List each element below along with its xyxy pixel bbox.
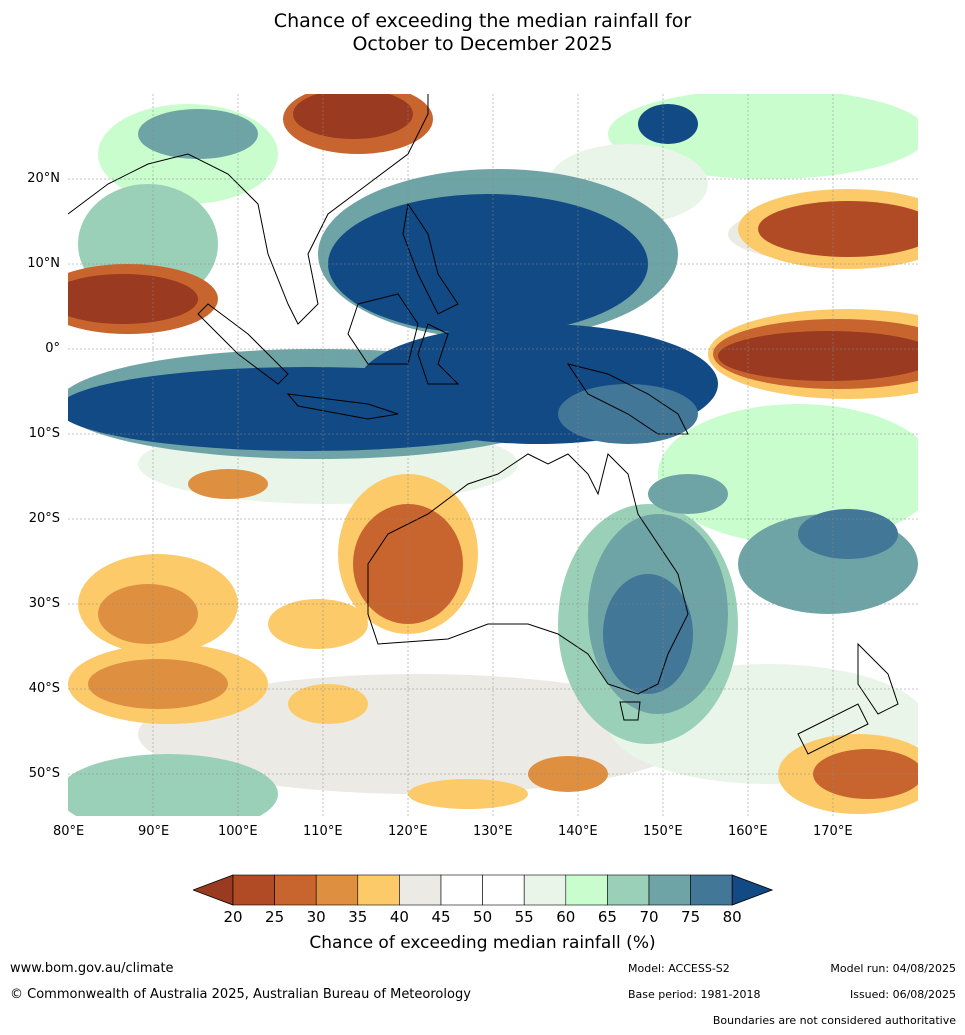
lon-label-90e: 90°E [138, 824, 170, 839]
title-line-1: Chance of exceeding the median rainfall … [273, 10, 692, 32]
boundaries-disclaimer: Boundaries are not considered authoritat… [712, 1014, 956, 1027]
rainfall-map [68, 94, 918, 816]
colorbar-tick-label: 45 [431, 908, 451, 926]
colorbar-cell [274, 874, 317, 906]
dry-regions [68, 94, 918, 814]
colorbar-cells [193, 874, 774, 906]
tasmania-coast [619, 701, 641, 721]
map-title: Chance of exceeding the median rainfall … [0, 10, 965, 56]
philippines-coast [402, 202, 459, 315]
lon-label-110e: 110°E [303, 824, 343, 839]
lon-label-120e: 120°E [388, 824, 428, 839]
colorbar-tick-label: 80 [722, 908, 742, 926]
colorbar-tick-label: 70 [639, 908, 659, 926]
colorbar-cell [565, 874, 608, 906]
base-period: Base period: 1981-2018 [628, 988, 761, 1001]
legend-colorbar [193, 874, 774, 906]
legend-title: Chance of exceeding median rainfall (%) [309, 933, 656, 953]
lat-label-20n: 20°N [27, 171, 60, 186]
title-line-2: October to December 2025 [352, 33, 613, 55]
lon-label-140e: 140°E [558, 824, 598, 839]
lon-label-130e: 130°E [473, 824, 513, 839]
lat-label-30s: 30°S [28, 596, 60, 611]
sulawesi-coast [417, 323, 460, 385]
sumatra-coast [197, 303, 289, 385]
colorbar-arrow-low [193, 874, 234, 906]
graticule [68, 94, 918, 816]
colorbar-tick-label: 55 [514, 908, 534, 926]
lat-label-0: 0° [45, 341, 60, 356]
colorbar-tick-label: 35 [348, 908, 368, 926]
asia-coast [68, 94, 429, 325]
copyright-text: © Commonwealth of Australia 2025, Austra… [10, 987, 471, 1002]
lat-label-40s: 40°S [28, 681, 60, 696]
australia-coast [367, 453, 689, 695]
lon-label-170e: 170°E [813, 824, 853, 839]
colorbar-tick-label: 60 [556, 908, 576, 926]
coastlines [68, 94, 899, 755]
java-coast [286, 393, 399, 420]
lat-label-50s: 50°S [28, 766, 60, 781]
colorbar-tick-label: 40 [389, 908, 409, 926]
issued-date: Issued: 06/08/2025 [849, 988, 956, 1001]
lon-label-150e: 150°E [643, 824, 683, 839]
colorbar-cell [399, 874, 442, 906]
model-run-date: Model run: 04/08/2025 [830, 962, 956, 975]
new-zealand-south-coast [797, 703, 869, 755]
colorbar-arrow-high [731, 874, 774, 906]
model-name: Model: ACCESS-S2 [628, 962, 730, 975]
lon-label-100e: 100°E [218, 824, 258, 839]
colorbar-tick-label: 75 [681, 908, 701, 926]
lat-label-10s: 10°S [28, 426, 60, 441]
colorbar-tick-label: 20 [223, 908, 243, 926]
map-svg [68, 94, 918, 816]
colorbar-tick-label: 65 [597, 908, 617, 926]
colorbar-cell [648, 874, 691, 906]
colorbar-cell [232, 874, 275, 906]
colorbar-cell [315, 874, 359, 906]
colorbar-cell [357, 874, 400, 906]
colorbar-cell [440, 874, 483, 906]
lon-label-80e: 80°E [53, 824, 85, 839]
new-zealand-north-coast [857, 642, 899, 715]
colorbar-cell [607, 874, 650, 906]
colorbar-tick-label: 50 [473, 908, 493, 926]
colorbar-tick-label: 25 [265, 908, 285, 926]
website-link[interactable]: www.bom.gov.au/climate [10, 961, 174, 976]
lat-label-10n: 10°N [27, 256, 60, 271]
lat-label-20s: 20°S [28, 511, 60, 526]
colorbar-tick-label: 30 [306, 908, 326, 926]
lon-label-160e: 160°E [728, 824, 768, 839]
colorbar-cell [482, 874, 525, 906]
colorbar-cell [690, 874, 733, 906]
colorbar-cell [523, 874, 567, 906]
